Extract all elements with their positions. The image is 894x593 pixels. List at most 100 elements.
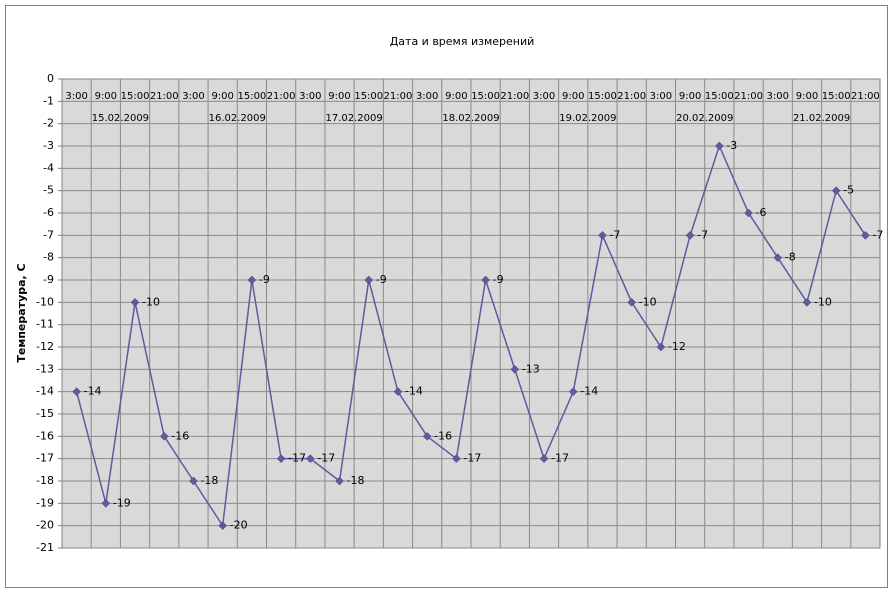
- data-label: -17: [463, 452, 481, 465]
- x-tick-label: 21:00: [150, 91, 179, 102]
- x-tick-label: 21:00: [500, 91, 529, 102]
- data-label: -16: [171, 429, 189, 442]
- marker: [393, 387, 403, 397]
- marker: [685, 230, 695, 240]
- data-label: -18: [347, 474, 365, 487]
- x-tick-label: 3:00: [767, 91, 789, 102]
- data-label: -3: [726, 139, 737, 152]
- data-label: -7: [609, 228, 620, 241]
- x-group-label: 20.02.2009: [676, 113, 733, 124]
- y-tick-label: -1: [43, 94, 54, 107]
- data-label: -19: [113, 496, 131, 509]
- x-tick-label: 9:00: [796, 91, 818, 102]
- x-tick-label: 9:00: [562, 91, 584, 102]
- data-label: -17: [317, 452, 335, 465]
- x-tick-label: 15:00: [705, 91, 734, 102]
- x-tick-label: 3:00: [65, 91, 87, 102]
- x-tick-label: 15:00: [121, 91, 150, 102]
- marker: [130, 297, 140, 307]
- data-label: -14: [84, 385, 102, 398]
- data-label: -18: [200, 474, 218, 487]
- marker: [72, 387, 81, 397]
- marker: [744, 208, 753, 218]
- y-tick-label: -3: [43, 139, 54, 152]
- y-tick-label: -13: [36, 362, 54, 375]
- data-label: -17: [288, 452, 306, 465]
- marker: [598, 230, 607, 240]
- marker: [627, 297, 637, 307]
- x-tick-label: 15:00: [588, 91, 617, 102]
- marker: [364, 275, 374, 285]
- y-tick-label: 0: [47, 72, 54, 85]
- x-tick-label: 15:00: [822, 91, 851, 102]
- data-label: -20: [230, 519, 248, 532]
- x-tick-label: 15:00: [354, 91, 383, 102]
- marker: [714, 141, 724, 151]
- x-tick-label: 9:00: [445, 91, 467, 102]
- marker: [305, 454, 315, 464]
- data-label: -9: [376, 273, 387, 286]
- data-label: -14: [580, 385, 598, 398]
- y-tick-label: -16: [36, 429, 54, 442]
- x-group-label: 15.02.2009: [92, 113, 149, 124]
- y-tick-label: -12: [36, 340, 54, 353]
- marker: [189, 476, 198, 486]
- x-group-label: 19.02.2009: [559, 113, 616, 124]
- y-axis-label: Температура, С: [15, 263, 28, 362]
- y-tick-label: -14: [36, 385, 54, 398]
- x-group-label: 21.02.2009: [793, 113, 850, 124]
- y-tick-label: -4: [43, 161, 54, 174]
- data-label: -8: [785, 251, 796, 264]
- marker: [101, 498, 111, 508]
- marker: [452, 454, 461, 464]
- marker: [539, 454, 549, 464]
- x-tick-label: 15:00: [237, 91, 266, 102]
- chart-title: Дата и время измерений: [390, 35, 535, 48]
- x-tick-label: 3:00: [650, 91, 672, 102]
- series-line: [75, 143, 867, 528]
- x-tick-label: 3:00: [299, 91, 321, 102]
- y-tick-label: -19: [36, 496, 54, 509]
- data-label: -7: [697, 228, 708, 241]
- y-tick-label: -2: [43, 117, 54, 130]
- data-label: -10: [142, 295, 160, 308]
- x-group-label: 17.02.2009: [326, 113, 383, 124]
- marker: [831, 186, 841, 196]
- x-tick-label: 15:00: [471, 91, 500, 102]
- marker: [861, 230, 870, 240]
- marker: [656, 342, 666, 352]
- x-group-label: 18.02.2009: [442, 113, 499, 124]
- x-tick-label: 9:00: [328, 91, 350, 102]
- data-label: -5: [843, 184, 854, 197]
- marker: [218, 521, 228, 531]
- x-tick-label: 9:00: [679, 91, 701, 102]
- y-tick-label: -21: [36, 541, 54, 554]
- y-tick-label: -10: [36, 295, 54, 308]
- data-label: -17: [551, 452, 569, 465]
- y-tick-label: -9: [43, 273, 54, 286]
- marker: [802, 297, 812, 307]
- marker: [276, 454, 286, 464]
- data-label: -13: [522, 362, 540, 375]
- x-tick-label: 3:00: [533, 91, 555, 102]
- data-label: -14: [405, 385, 423, 398]
- x-tick-label: 21:00: [734, 91, 763, 102]
- y-tick-label: -6: [43, 206, 54, 219]
- x-tick-label: 21:00: [384, 91, 413, 102]
- y-tick-label: -11: [36, 318, 54, 331]
- x-group-label: 16.02.2009: [209, 113, 266, 124]
- data-label: -16: [434, 429, 452, 442]
- y-tick-label: -18: [36, 474, 54, 487]
- marker: [422, 431, 432, 441]
- x-tick-label: 3:00: [182, 91, 204, 102]
- x-tick-label: 21:00: [851, 91, 880, 102]
- data-label: -6: [756, 206, 767, 219]
- y-tick-label: -20: [36, 519, 54, 532]
- marker: [481, 275, 490, 285]
- y-tick-label: -17: [36, 452, 54, 465]
- marker: [510, 364, 520, 374]
- data-label: -9: [259, 273, 270, 286]
- y-tick-label: -7: [43, 228, 54, 241]
- data-label: -12: [668, 340, 686, 353]
